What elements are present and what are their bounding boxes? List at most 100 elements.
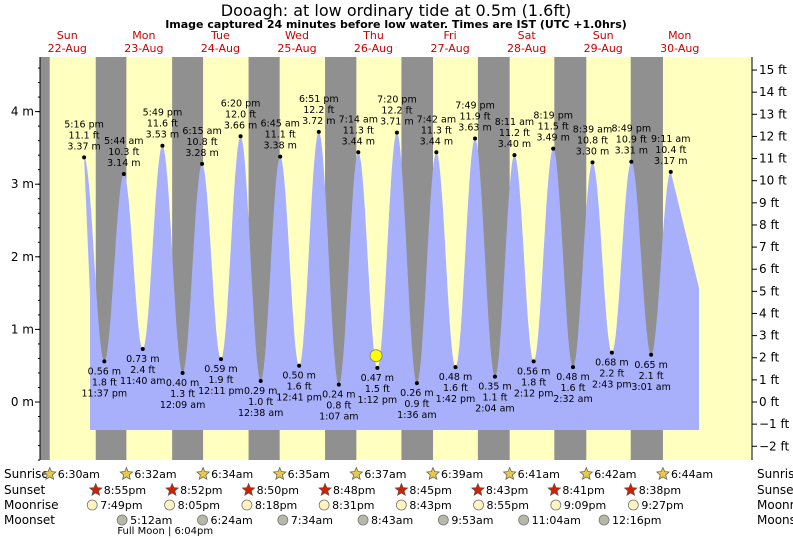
sun-moon-rows: Sunrise Sunrise 6:30am 6:32am 6:34am 6:35am 6:… <box>4 466 793 537</box>
low-tide-feet: 1.8 ft <box>92 377 117 388</box>
sunrise-star-icon <box>42 466 57 481</box>
sunset-star-icon <box>88 482 103 497</box>
high-tide-feet: 10.9 ft <box>616 135 647 146</box>
low-tide-metres: 0.68 m <box>595 358 628 369</box>
high-tide-feet: 10.8 ft <box>577 135 608 146</box>
low-tide-time: 11:37 pm <box>82 388 128 399</box>
day-name: Mon <box>132 29 155 42</box>
moonset-moon-icon <box>518 514 530 526</box>
day-name: Wed <box>285 29 309 42</box>
day-name: Thu <box>362 29 384 42</box>
high-tide-point <box>121 172 126 177</box>
high-tide-feet: 11.1 ft <box>69 130 100 141</box>
high-tide-time: 9:11 am <box>651 134 690 145</box>
moonset-label-right: Moonset <box>757 513 793 527</box>
low-tide-feet: 0.9 ft <box>404 399 429 410</box>
low-tide-feet: 2.1 ft <box>639 371 664 382</box>
high-tide-point <box>82 155 87 160</box>
y-tick-label-ft: 12 ft <box>759 129 787 143</box>
axes: 4 m 3 m 2 m 1 m 0 m 15 ft 14 ft 13 ft 12 ft 11 ft… <box>11 57 790 461</box>
sunset-star-icon <box>165 482 180 497</box>
high-tide-metres: 3.38 m <box>263 141 296 152</box>
low-tide-feet: 1.9 ft <box>208 375 233 386</box>
moonset-time: 12:16pm <box>612 514 661 527</box>
sunrise-star-icon <box>272 466 287 481</box>
high-tide-metres: 3.44 m <box>420 136 453 147</box>
high-tide-metres: 3.28 m <box>185 148 218 159</box>
low-tide-metres: 0.29 m <box>244 386 277 397</box>
y-tick-label-ft: 0 ft <box>759 395 779 409</box>
low-tide-metres: 0.56 m <box>88 366 121 377</box>
sunset-time: 8:38pm <box>639 484 681 497</box>
high-tide-point <box>356 150 361 155</box>
low-tide-point <box>180 370 185 375</box>
moonrise-moon-icon <box>627 499 639 511</box>
y-tick-label-ft: 9 ft <box>759 196 779 210</box>
sunrise-star-icon <box>119 466 134 481</box>
low-tide-point <box>414 381 419 386</box>
moonrise-time: 8:43pm <box>409 499 451 512</box>
y-tick-label-ft: −2 ft <box>759 439 790 453</box>
sunset-star-icon <box>470 482 485 497</box>
sunset-time: 8:43pm <box>486 484 528 497</box>
high-tide-time: 8:39 am <box>573 124 612 135</box>
low-tide-point <box>140 347 145 352</box>
y-tick-label-ft: 10 ft <box>759 174 787 188</box>
high-tide-time: 6:51 pm <box>299 94 339 105</box>
high-tide-time: 6:20 pm <box>221 98 261 109</box>
sunrise-star-icon <box>349 466 364 481</box>
low-tide-time: 12:11 pm <box>198 386 244 397</box>
y-tick-label-ft: 8 ft <box>759 218 779 232</box>
low-tide-feet: 1.6 ft <box>560 383 585 394</box>
high-tide-time: 8:49 pm <box>612 124 652 135</box>
day-name: Sat <box>518 29 537 42</box>
moonrise-moon-icon <box>318 499 330 511</box>
moonset-label-left: Moonset <box>4 513 55 527</box>
y-tick-label-ft: 1 ft <box>759 373 779 387</box>
low-tide-metres: 0.50 m <box>282 371 315 382</box>
moonset-moon-icon <box>357 514 369 526</box>
high-tide-time: 7:49 pm <box>455 100 495 111</box>
high-tide-metres: 3.37 m <box>67 141 100 152</box>
day-date: 30-Aug <box>660 42 699 55</box>
sunrise-time: 6:30am <box>58 468 100 481</box>
low-tide-point <box>531 359 536 364</box>
high-tide-feet: 12.0 ft <box>225 109 256 120</box>
tide-curve <box>84 131 700 430</box>
sunset-time: 8:50pm <box>257 484 299 497</box>
high-tide-feet: 11.3 ft <box>343 125 374 136</box>
sunset-star-icon <box>623 482 638 497</box>
high-tide-point <box>394 130 399 135</box>
high-tide-time: 6:15 am <box>182 126 221 137</box>
high-tide-time: 5:44 am <box>104 136 143 147</box>
high-tide-metres: 3.44 m <box>342 136 375 147</box>
sunrise-star-icon <box>425 466 441 481</box>
y-tick-label-ft: 13 ft <box>759 107 787 121</box>
low-tide-time: 1:07 am <box>319 412 358 423</box>
moonset-time: 11:04am <box>532 514 581 527</box>
sunrise-time: 6:32am <box>134 468 176 481</box>
high-tide-point <box>629 159 634 164</box>
day-name: Tue <box>210 29 230 42</box>
high-tide-feet: 12.2 ft <box>381 106 412 117</box>
moonset-moon-icon <box>197 514 208 526</box>
sunset-time: 8:52pm <box>180 484 222 497</box>
high-tide-time: 7:42 am <box>417 114 456 125</box>
low-tide-feet: 0.8 ft <box>326 401 351 412</box>
low-tide-metres: 0.35 m <box>478 382 511 393</box>
day-date: 29-Aug <box>584 42 623 55</box>
high-tide-time: 6:45 am <box>260 119 299 130</box>
low-tide-metres: 0.26 m <box>400 388 433 399</box>
day-name: Sun <box>593 29 614 42</box>
low-tide-metres: 0.40 m <box>166 378 199 389</box>
low-tide-metres: 0.48 m <box>556 372 589 383</box>
current-time-marker <box>369 349 383 363</box>
low-tide-time: 11:40 am <box>120 376 165 387</box>
low-tide-feet: 1.1 ft <box>482 393 507 404</box>
high-tide-time: 5:49 pm <box>143 108 183 119</box>
high-tide-metres: 3.71 m <box>380 117 413 128</box>
low-tide-point <box>609 350 614 355</box>
day-date: 28-Aug <box>507 42 546 55</box>
low-tide-feet: 2.2 ft <box>599 369 624 380</box>
